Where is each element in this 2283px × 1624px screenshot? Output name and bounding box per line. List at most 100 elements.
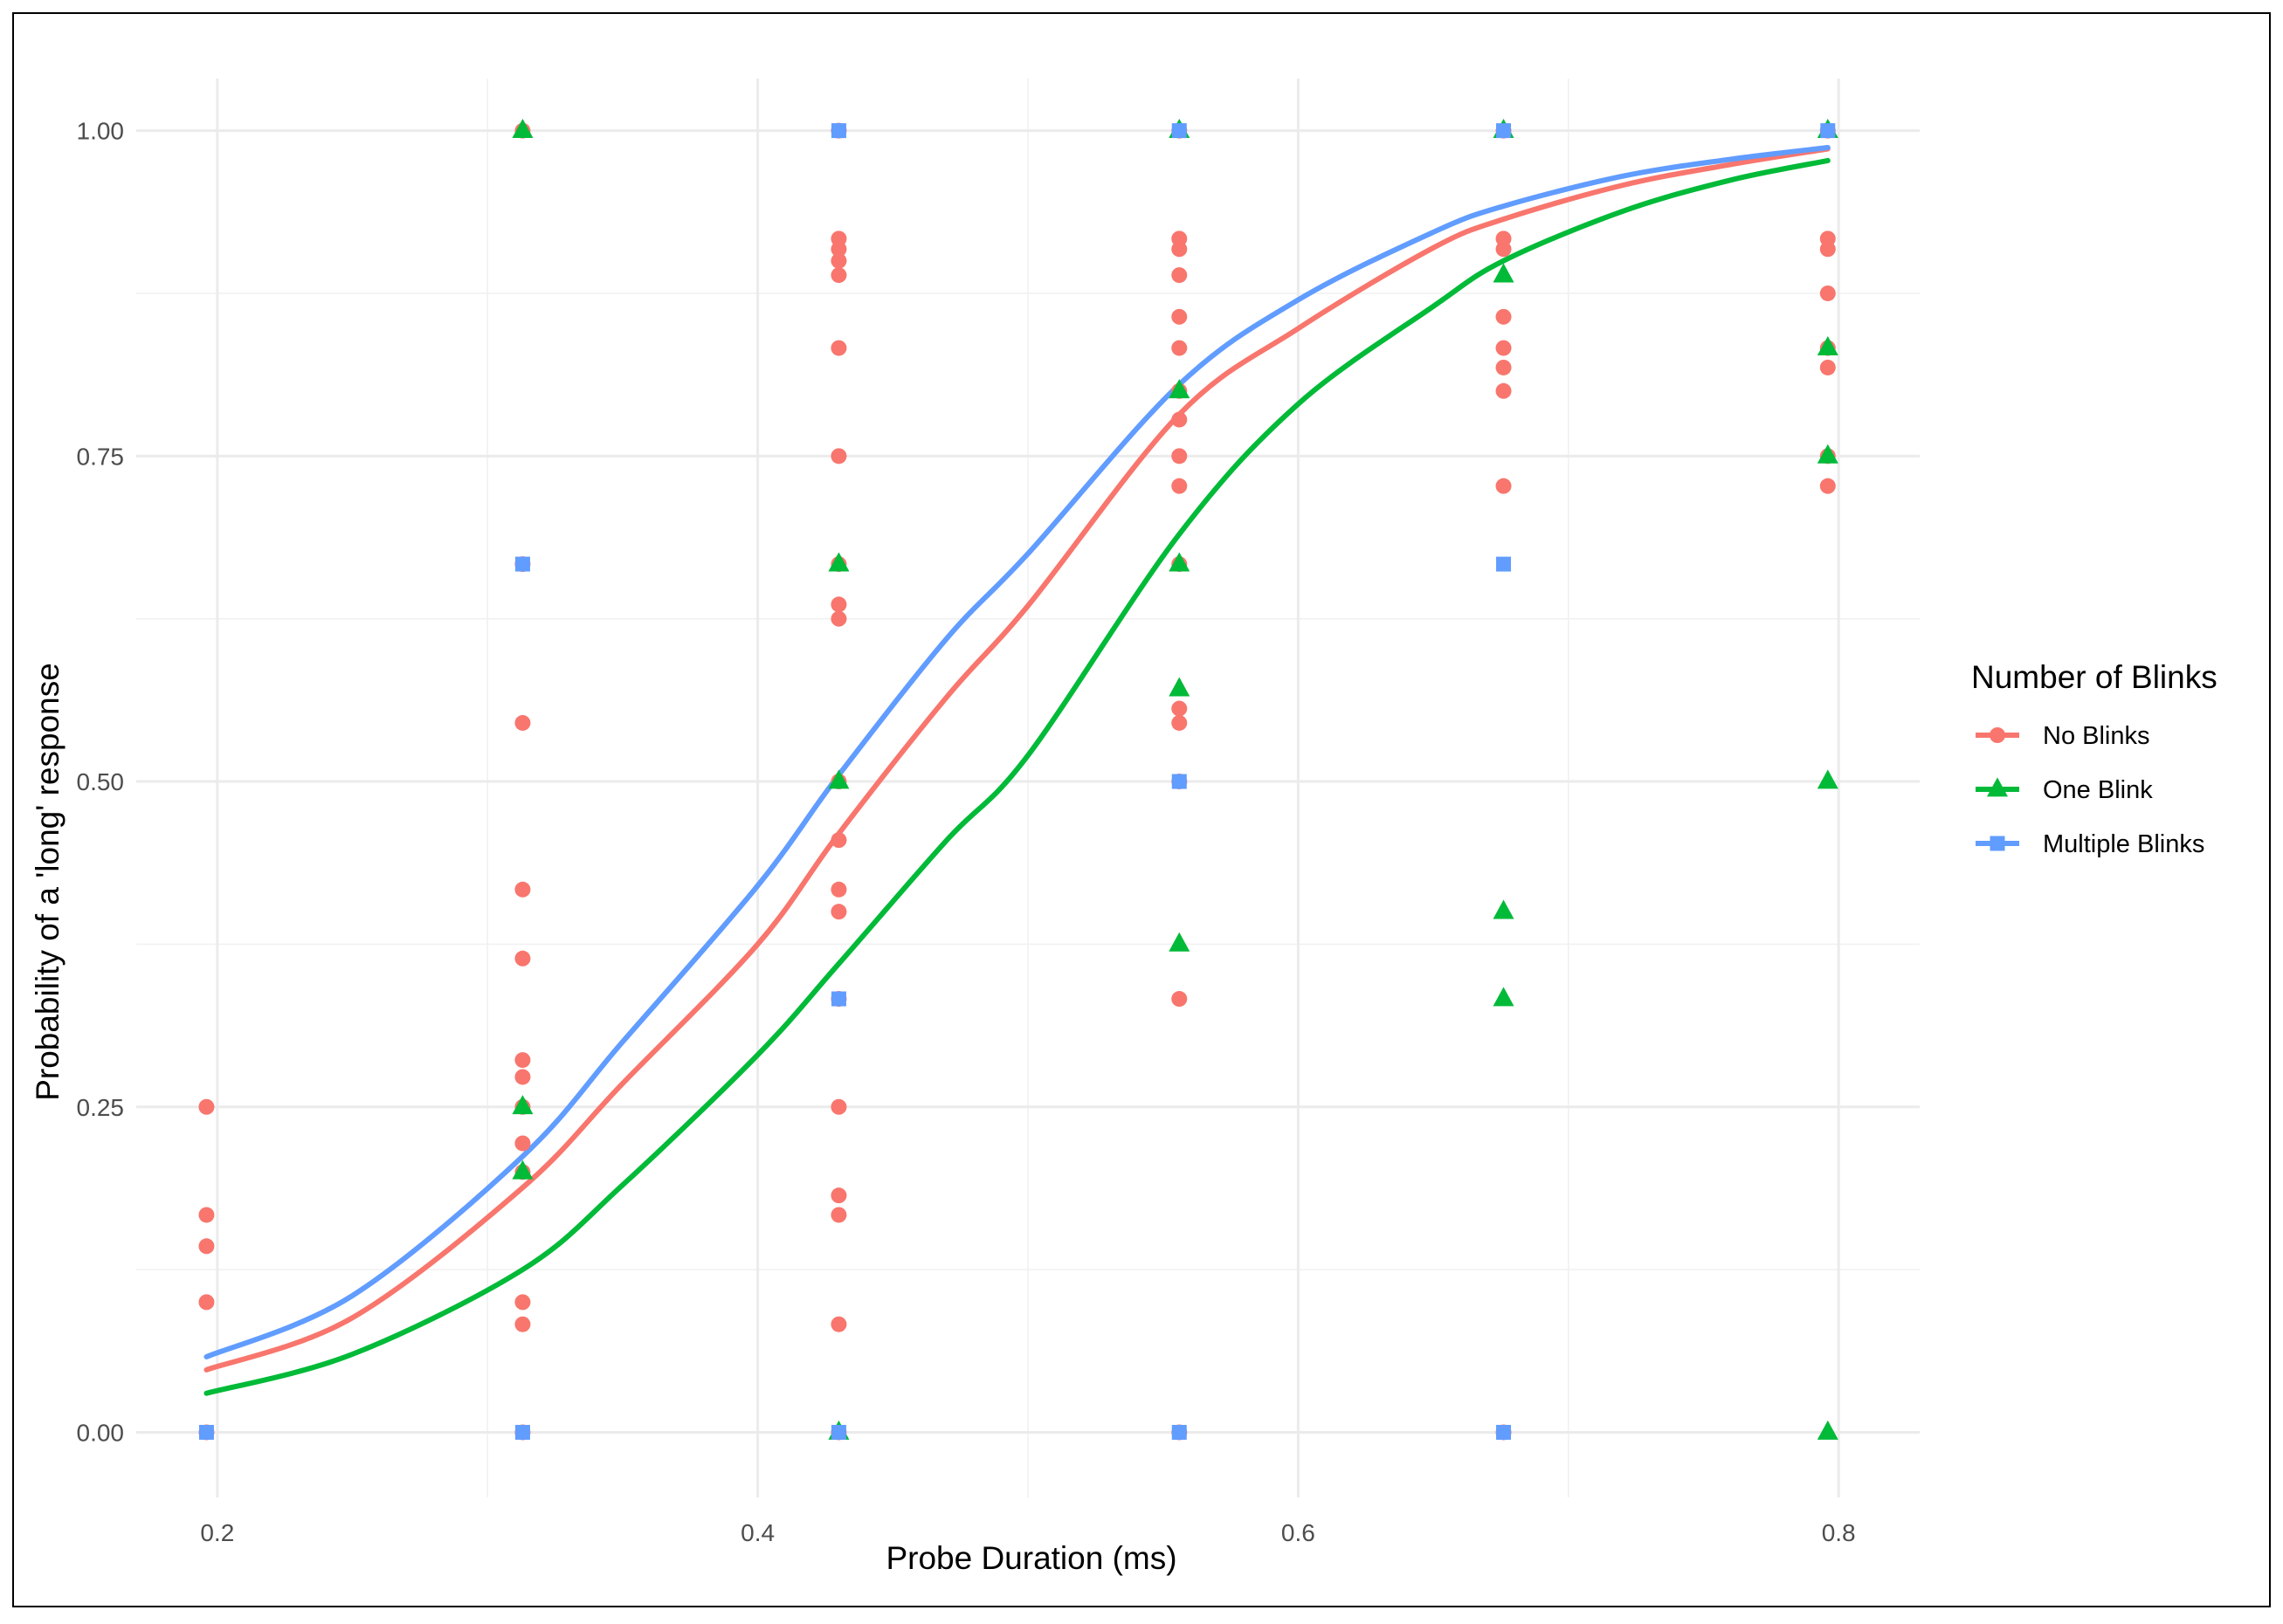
y-axis-title: Probability of a 'long' response bbox=[30, 663, 66, 1101]
data-point bbox=[1817, 444, 1838, 464]
data-point bbox=[1495, 231, 1512, 247]
legend-label: One Blink bbox=[2043, 776, 2153, 804]
data-point bbox=[1169, 552, 1190, 572]
data-point bbox=[831, 267, 847, 284]
data-point bbox=[1817, 335, 1838, 355]
data-point bbox=[514, 1424, 530, 1440]
y-tick-label: 0.75 bbox=[77, 443, 125, 470]
data-point bbox=[1495, 359, 1512, 375]
data-point bbox=[1171, 448, 1188, 464]
data-point bbox=[198, 1098, 215, 1115]
data-point bbox=[198, 1294, 215, 1311]
data-point bbox=[1171, 340, 1188, 356]
data-point bbox=[831, 596, 847, 613]
x-axis-title: Probe Duration (ms) bbox=[886, 1540, 1176, 1576]
data-point bbox=[1493, 987, 1514, 1007]
x-tick-label: 0.8 bbox=[1822, 1519, 1856, 1546]
fit-curve bbox=[203, 157, 1831, 1396]
data-point bbox=[1171, 774, 1187, 789]
y-tick-label: 0.50 bbox=[77, 768, 125, 795]
data-point bbox=[1496, 1424, 1512, 1440]
data-point bbox=[514, 556, 530, 572]
data-point bbox=[512, 1095, 534, 1115]
data-point bbox=[1171, 991, 1188, 1008]
data-point bbox=[514, 1069, 531, 1085]
legend-key-marker bbox=[1990, 727, 2005, 743]
data-point bbox=[1495, 308, 1512, 325]
data-point bbox=[831, 881, 847, 898]
data-points bbox=[198, 118, 1838, 1441]
data-point bbox=[1171, 411, 1188, 428]
data-point bbox=[1171, 123, 1187, 139]
data-point bbox=[831, 448, 847, 464]
data-point bbox=[1171, 267, 1188, 284]
grid-lines bbox=[136, 79, 1920, 1497]
data-point bbox=[831, 1316, 847, 1332]
legend-item: No Blinks bbox=[1976, 722, 2150, 750]
data-point bbox=[828, 552, 850, 572]
data-point bbox=[1493, 263, 1514, 283]
x-tick-label: 0.2 bbox=[200, 1519, 234, 1546]
y-tick-label: 0.25 bbox=[77, 1094, 125, 1121]
data-point bbox=[1171, 714, 1188, 731]
data-point bbox=[514, 714, 531, 731]
data-point bbox=[831, 231, 847, 247]
data-point bbox=[198, 1238, 215, 1255]
legend-label: Multiple Blinks bbox=[2043, 830, 2204, 858]
data-point bbox=[831, 610, 847, 627]
data-point bbox=[831, 904, 847, 920]
data-point bbox=[514, 1135, 531, 1152]
data-point bbox=[1169, 379, 1190, 399]
legend: Number of Blinks No Blinks One Blink Multi… bbox=[1971, 659, 2217, 858]
data-point bbox=[1819, 285, 1836, 301]
legend-label: No Blinks bbox=[2043, 722, 2150, 750]
legend-items: No Blinks One Blink Multiple Blinks bbox=[1976, 722, 2204, 858]
data-point bbox=[1496, 556, 1512, 572]
fit-curve bbox=[203, 145, 1831, 1359]
data-point bbox=[1819, 478, 1836, 494]
data-point bbox=[514, 881, 531, 898]
data-point bbox=[1820, 123, 1836, 139]
data-point bbox=[1817, 769, 1838, 789]
data-point bbox=[198, 1424, 214, 1440]
data-point bbox=[198, 1207, 215, 1223]
data-point bbox=[831, 1424, 846, 1440]
data-point bbox=[512, 1160, 534, 1180]
data-point bbox=[514, 950, 531, 967]
data-point bbox=[1495, 340, 1512, 356]
data-point bbox=[1171, 478, 1188, 494]
data-point bbox=[1495, 382, 1512, 399]
data-point bbox=[1171, 231, 1188, 247]
data-point bbox=[831, 1187, 847, 1204]
data-point bbox=[1171, 700, 1188, 717]
data-point bbox=[1169, 677, 1190, 697]
legend-title: Number of Blinks bbox=[1971, 659, 2217, 695]
data-point bbox=[1495, 478, 1512, 494]
data-point bbox=[514, 1316, 531, 1332]
x-tick-label: 0.6 bbox=[1281, 1519, 1315, 1546]
series-points-square bbox=[198, 123, 1836, 1440]
data-point bbox=[1496, 123, 1512, 139]
legend-key-marker bbox=[1990, 836, 2005, 851]
data-point bbox=[831, 1098, 847, 1115]
data-point bbox=[831, 252, 847, 269]
x-tick-label: 0.4 bbox=[741, 1519, 775, 1546]
y-tick-label: 1.00 bbox=[77, 118, 125, 145]
legend-item: Multiple Blinks bbox=[1976, 830, 2204, 858]
data-point bbox=[1817, 1420, 1838, 1440]
legend-key-marker bbox=[1987, 777, 2008, 797]
data-point bbox=[1171, 1424, 1187, 1440]
data-point bbox=[514, 1294, 531, 1311]
tick-labels: 0.2 0.4 0.6 0.8 0.00 0.25 0.50 0.75 1.00 bbox=[77, 118, 1856, 1546]
data-point bbox=[512, 118, 534, 138]
data-point bbox=[831, 1207, 847, 1223]
data-point bbox=[831, 123, 846, 139]
data-point bbox=[831, 832, 847, 849]
data-point bbox=[1171, 308, 1188, 325]
data-point bbox=[1819, 231, 1836, 247]
data-point bbox=[828, 769, 850, 789]
data-point bbox=[831, 340, 847, 356]
data-point bbox=[831, 991, 846, 1007]
